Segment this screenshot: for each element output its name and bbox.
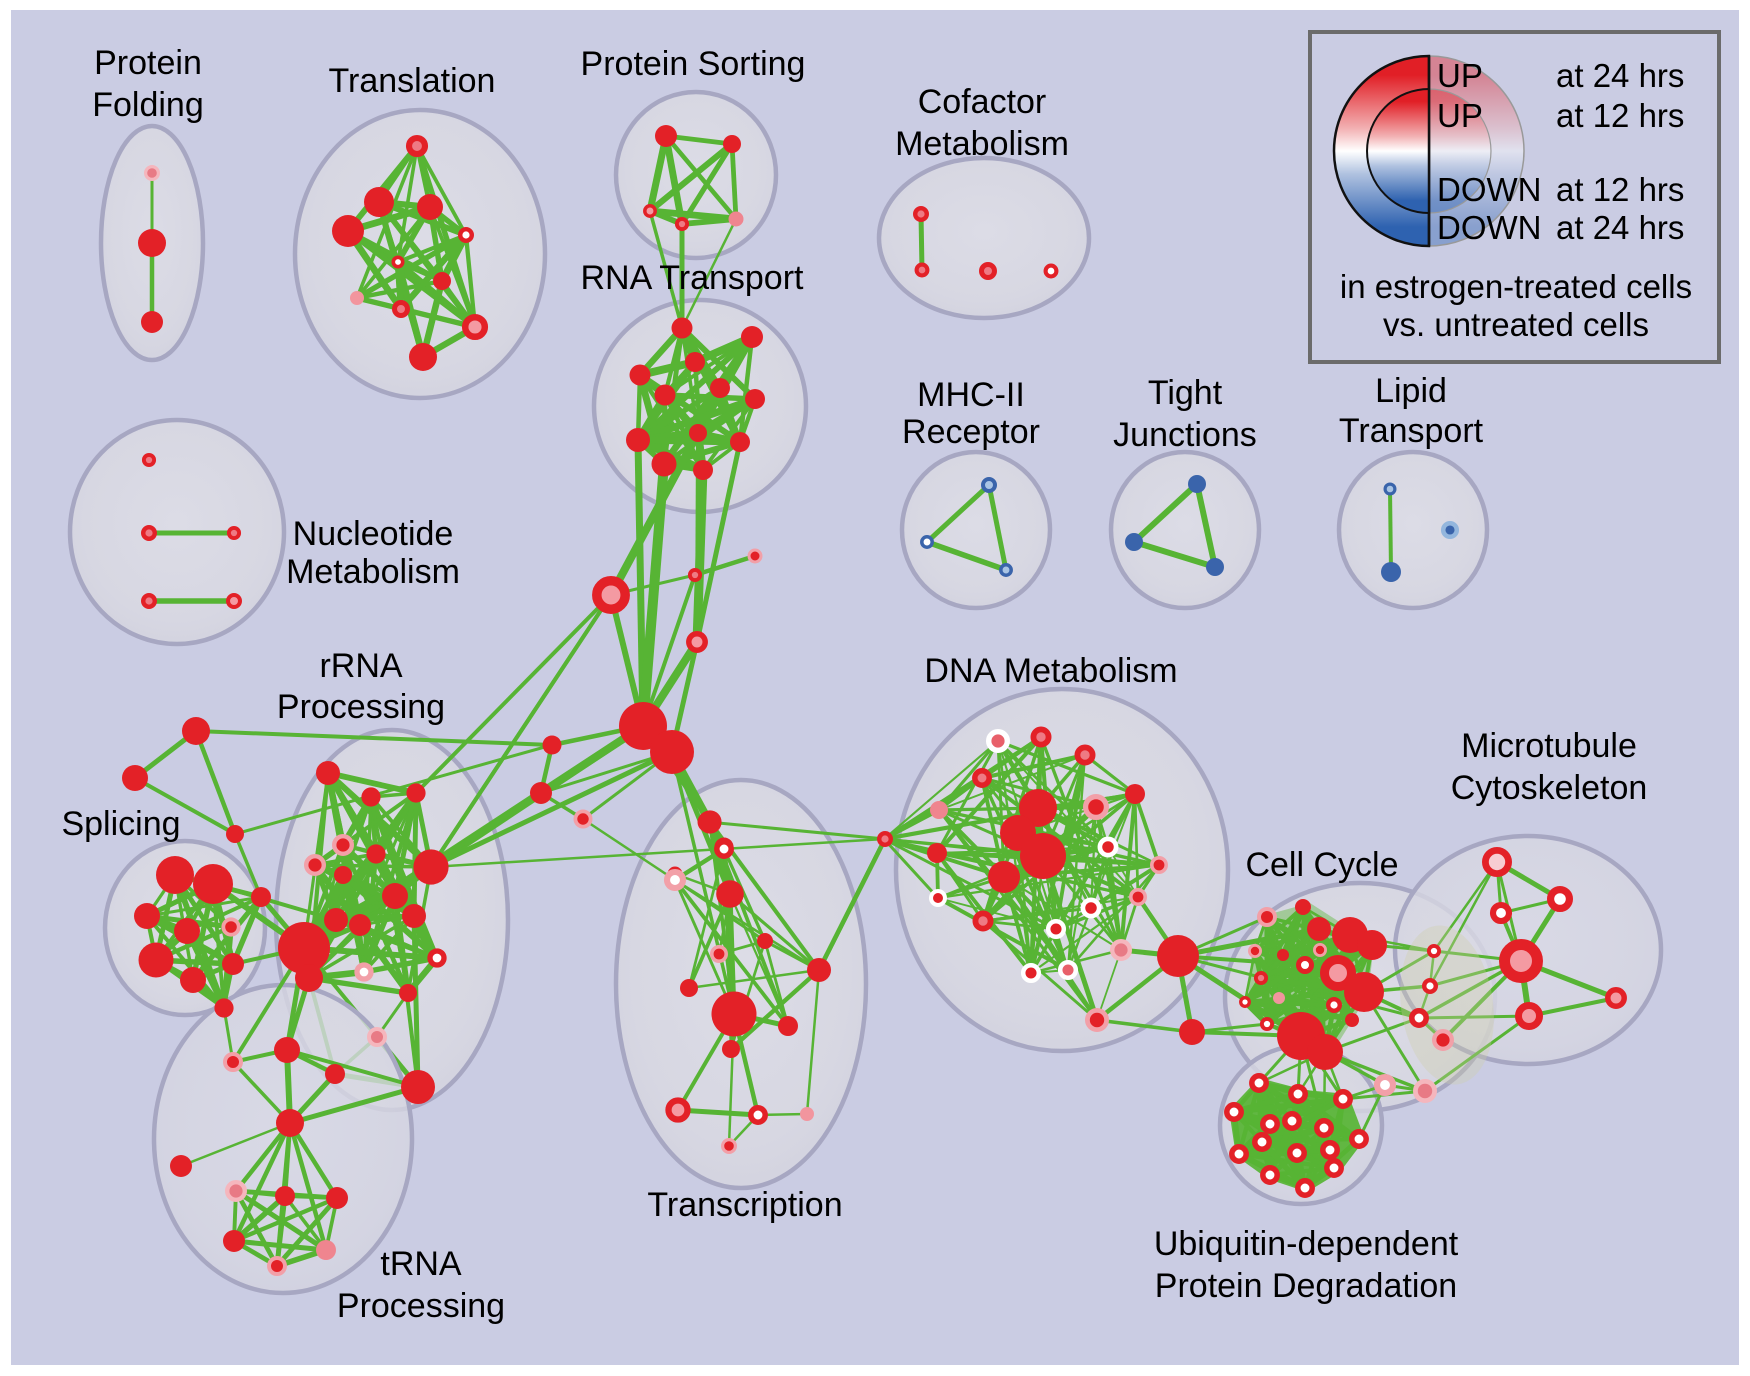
svg-text:Processing: Processing	[337, 1287, 505, 1325]
svg-text:Transcription: Transcription	[647, 1186, 842, 1224]
svg-text:Protein Sorting: Protein Sorting	[581, 45, 806, 83]
svg-text:DOWN: DOWN	[1437, 209, 1541, 246]
svg-text:Ubiquitin-dependent: Ubiquitin-dependent	[1154, 1225, 1459, 1263]
svg-text:Microtubule: Microtubule	[1461, 727, 1637, 765]
svg-text:Junctions: Junctions	[1113, 416, 1257, 454]
svg-text:Translation: Translation	[329, 62, 496, 100]
svg-text:at 24 hrs: at 24 hrs	[1556, 209, 1684, 246]
svg-text:in estrogen-treated cells: in estrogen-treated cells	[1340, 268, 1692, 305]
svg-text:Tight: Tight	[1148, 374, 1223, 412]
svg-text:at 24 hrs: at 24 hrs	[1556, 57, 1684, 94]
svg-text:at 12 hrs: at 12 hrs	[1556, 171, 1684, 208]
svg-text:Transport: Transport	[1339, 412, 1484, 450]
svg-text:tRNA: tRNA	[380, 1245, 462, 1283]
svg-text:Folding: Folding	[92, 86, 204, 124]
svg-text:Cytoskeleton: Cytoskeleton	[1451, 769, 1648, 807]
svg-text:DNA Metabolism: DNA Metabolism	[924, 652, 1177, 690]
svg-text:DOWN: DOWN	[1437, 171, 1541, 208]
svg-text:rRNA: rRNA	[319, 647, 402, 685]
svg-text:Lipid: Lipid	[1375, 372, 1447, 410]
svg-text:Receptor: Receptor	[902, 413, 1040, 451]
svg-text:at 12 hrs: at 12 hrs	[1556, 97, 1684, 134]
svg-text:Protein Degradation: Protein Degradation	[1155, 1267, 1457, 1305]
svg-text:Cell Cycle: Cell Cycle	[1245, 846, 1398, 884]
svg-text:RNA Transport: RNA Transport	[581, 259, 805, 297]
svg-text:Nucleotide: Nucleotide	[293, 515, 454, 553]
svg-text:UP: UP	[1437, 57, 1483, 94]
svg-text:MHC-II: MHC-II	[917, 376, 1025, 414]
svg-text:UP: UP	[1437, 97, 1483, 134]
svg-text:Metabolism: Metabolism	[286, 553, 460, 591]
svg-text:Splicing: Splicing	[61, 805, 180, 843]
svg-text:Processing: Processing	[277, 688, 445, 726]
svg-text:vs. untreated cells: vs. untreated cells	[1383, 306, 1649, 343]
svg-text:Cofactor: Cofactor	[918, 83, 1047, 121]
svg-text:Protein: Protein	[94, 44, 202, 82]
svg-text:Metabolism: Metabolism	[895, 125, 1069, 163]
